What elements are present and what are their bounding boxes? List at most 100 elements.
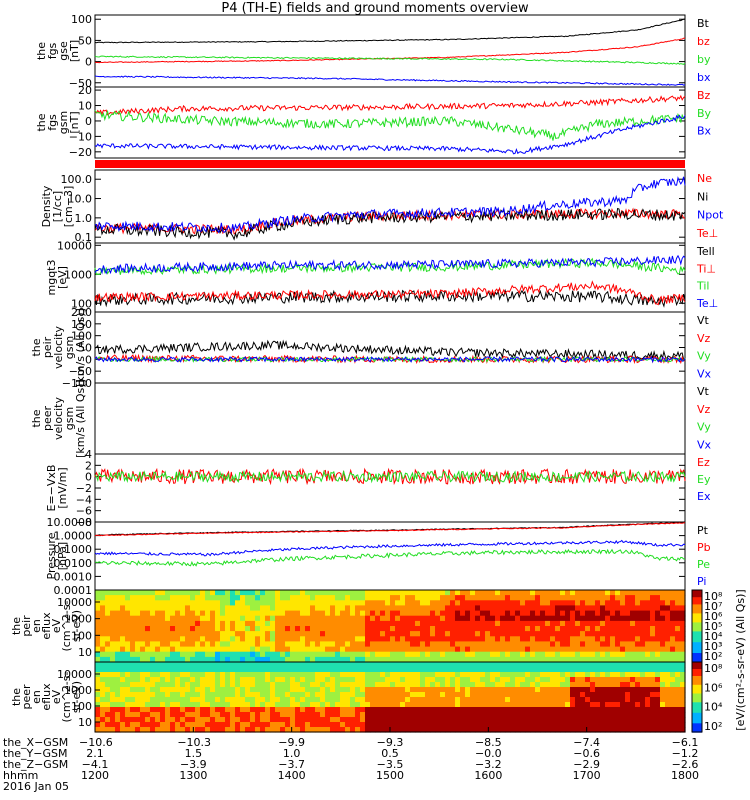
spectrogram-cell <box>535 672 541 678</box>
spectrogram-cell <box>600 707 606 713</box>
spectrogram-cell <box>500 590 506 596</box>
spectrogram-cell <box>470 672 476 678</box>
spectrogram-cell <box>425 656 431 663</box>
spectrogram-cell <box>415 662 421 668</box>
spectrogram-cell <box>530 677 536 683</box>
spectrogram-cell <box>225 600 231 606</box>
spectrogram-cell <box>505 717 511 723</box>
spectrogram-cell <box>635 722 641 728</box>
spectrogram-cell <box>540 605 546 612</box>
spectrogram-cell <box>335 626 341 632</box>
colorbar-tick-label: 10² <box>704 650 722 663</box>
spectrogram-cell <box>590 727 596 733</box>
spectrogram-cell <box>495 600 501 606</box>
y-tick-label: −20 <box>69 146 92 159</box>
spectrogram-cell <box>205 610 211 617</box>
spectrogram-cell <box>445 712 451 718</box>
spectrogram-cell <box>375 677 381 683</box>
spectrogram-cell <box>230 600 236 606</box>
spectrogram-cell <box>165 712 171 718</box>
spectrogram-cell <box>540 667 546 673</box>
spectrogram-cell <box>115 656 121 663</box>
spectrogram-cell <box>430 722 436 728</box>
spectrogram-cell <box>525 712 531 718</box>
spectrogram-cell <box>130 692 136 698</box>
spectrogram-cell <box>545 651 551 658</box>
spectrogram-cell <box>495 707 501 713</box>
spectrogram-cell <box>385 641 391 648</box>
spectrogram-cell <box>500 646 506 653</box>
spectrogram-cell <box>680 677 686 683</box>
spectrogram-cell <box>285 595 291 601</box>
spectrogram-cell <box>630 595 636 601</box>
spectrogram-cell <box>345 615 351 622</box>
spectrogram-cell <box>140 595 146 601</box>
spectrogram-cell <box>130 667 136 673</box>
spectrogram-cell <box>635 667 641 673</box>
spectrogram-cell <box>480 707 486 713</box>
spectrogram-cell <box>490 610 496 617</box>
spectrogram-cell <box>645 620 651 627</box>
spectrogram-cell <box>530 687 536 693</box>
spectrogram-cell <box>145 677 151 683</box>
spectrogram-cell <box>250 605 256 612</box>
spectrogram-cell <box>415 595 421 601</box>
spectrogram-cell <box>415 615 421 622</box>
spectrogram-cell <box>480 656 486 663</box>
spectrogram-cell <box>285 687 291 693</box>
spectrogram-cell <box>360 727 366 733</box>
spectrogram-cell <box>185 672 191 678</box>
colorbar-cell <box>692 595 702 598</box>
footer-value: 1.5 <box>184 747 203 760</box>
spectrogram-cell <box>235 662 241 668</box>
colorbar-cell <box>692 690 702 693</box>
spectrogram-cell <box>645 662 651 668</box>
spectrogram-cell <box>280 692 286 698</box>
spectrogram-cell <box>100 656 106 663</box>
spectrogram-cell <box>445 590 451 596</box>
spectrogram-cell <box>320 605 326 612</box>
spectrogram-cell <box>385 702 391 708</box>
spectrogram-cell <box>155 620 161 627</box>
spectrogram-cell <box>510 672 516 678</box>
spectrogram-cell <box>95 707 101 713</box>
spectrogram-cell <box>215 662 221 668</box>
spectrogram-cell <box>385 707 391 713</box>
spectrogram-cell <box>145 702 151 708</box>
spectrogram-cell <box>295 631 301 637</box>
spectrogram-cell <box>255 610 261 617</box>
spectrogram-cell <box>495 672 501 678</box>
spectrogram-cell <box>665 687 671 693</box>
spectrogram-cell <box>195 636 201 642</box>
spectrogram-cell <box>490 682 496 688</box>
spectrogram-cell <box>590 646 596 653</box>
spectrogram-cell <box>660 662 666 668</box>
spectrogram-cell <box>200 620 206 627</box>
series-efield-Ey <box>94 469 686 484</box>
spectrogram-cell <box>510 702 516 708</box>
spectrogram-cell <box>270 590 276 596</box>
spectrogram-cell <box>290 605 296 612</box>
colorbar-cell <box>692 617 702 620</box>
spectrogram-cell <box>165 626 171 632</box>
spectrogram-cell <box>150 722 156 728</box>
spectrogram-cell <box>550 662 556 668</box>
colorbar-frame <box>691 661 703 733</box>
spectrogram-cell <box>605 682 611 688</box>
spectrogram-cell <box>200 692 206 698</box>
spectrogram-cell <box>440 646 446 653</box>
spectrogram-cell <box>390 646 396 653</box>
spectrogram-cell <box>535 610 541 617</box>
spectrogram-cell <box>205 631 211 637</box>
spectrogram-cell <box>660 656 666 663</box>
y-tick-label: 0 <box>85 56 92 69</box>
spectrogram-cell <box>390 636 396 642</box>
spectrogram-cell <box>265 682 271 688</box>
spectrogram-cell <box>95 677 101 683</box>
spectrogram-cell <box>370 692 376 698</box>
spectrogram-cell <box>355 687 361 693</box>
spectrogram-cell <box>445 692 451 698</box>
spectrogram-cell <box>130 722 136 728</box>
spectrogram-cell <box>175 590 181 596</box>
spectrogram-cell <box>640 682 646 688</box>
